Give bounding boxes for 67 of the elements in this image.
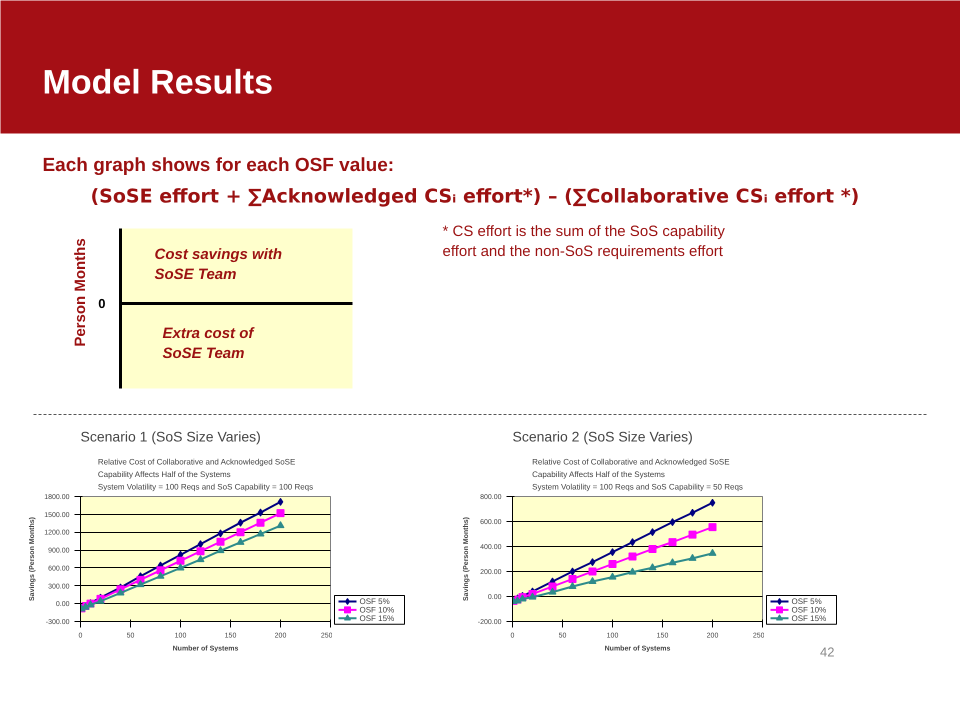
point (136, 580, 144, 588)
point (258, 508, 264, 517)
point (116, 588, 124, 596)
point (156, 572, 164, 579)
point (216, 538, 224, 546)
point (278, 498, 284, 506)
text: Each graph shows for each OSF value: (42, 155, 394, 176)
chart-title: Relative Cost of Collaborative and Acknowledged SoSE Capability Affects Half of the Systems System Volatility = 100 Reqs and SoS Capability = 50 Reqs (532, 457, 743, 492)
chart-subtitle: Scenario 2 (SoS Size Varies) (512, 428, 693, 444)
point (648, 563, 656, 570)
text: 42 (820, 644, 835, 660)
point (570, 568, 576, 576)
point (176, 563, 184, 570)
point (568, 575, 576, 583)
point (216, 546, 224, 554)
point (668, 538, 676, 546)
text: 0 (98, 296, 106, 311)
point (548, 588, 556, 595)
point (608, 572, 616, 580)
chart-title: Relative Cost of Collaborative and Acknowledged SoSE Capability Affects Half of the Systems System Volatility = 100 Reqs and SoS Capability = 100 Reqs (98, 457, 314, 492)
chart-subtitle: Scenario 1 (SoS Size Varies) (80, 428, 261, 444)
legend-label: OSF 10% (792, 605, 826, 614)
point (236, 528, 244, 536)
point (276, 521, 284, 528)
point (196, 555, 204, 562)
point (648, 545, 656, 553)
legend-label: OSF 5% (360, 597, 390, 606)
legend-label: OSF 15% (360, 614, 394, 623)
text: Extra cost of SoSE Team (162, 324, 256, 362)
point (608, 560, 616, 568)
point (568, 582, 576, 590)
point (670, 518, 676, 526)
point (690, 508, 696, 517)
point (548, 582, 556, 590)
text: Person Months (72, 238, 89, 347)
point (256, 518, 264, 527)
text: (SoSE effort + ∑Acknowledged CSᵢ effort*) – (∑Collaborative CSᵢ effort *) (90, 186, 860, 208)
point (236, 538, 244, 545)
point (256, 529, 264, 537)
point (688, 554, 696, 561)
legend-label: OSF 15% (792, 614, 826, 623)
text: * CS effort is the sum of the SoS capability effort and the non-SoS requirements effort (442, 222, 726, 260)
point (688, 530, 696, 539)
point (630, 538, 636, 546)
text: Cost savings with SoSE Team (154, 246, 282, 284)
legend-label: OSF 5% (792, 597, 822, 606)
point (628, 568, 636, 575)
point (610, 548, 616, 556)
text: Model Results (42, 64, 273, 102)
point (198, 540, 204, 548)
point (590, 558, 596, 566)
point (196, 547, 204, 556)
point (528, 592, 536, 600)
point (668, 558, 676, 566)
point (708, 548, 716, 556)
legend-label: OSF 10% (360, 605, 394, 614)
point (588, 576, 596, 584)
point (176, 556, 184, 565)
point (710, 498, 716, 507)
point (588, 568, 596, 576)
point (708, 523, 716, 532)
point (628, 552, 636, 560)
point (238, 518, 244, 527)
point (276, 509, 284, 518)
point (156, 566, 164, 574)
point (218, 529, 224, 538)
point (650, 528, 656, 536)
